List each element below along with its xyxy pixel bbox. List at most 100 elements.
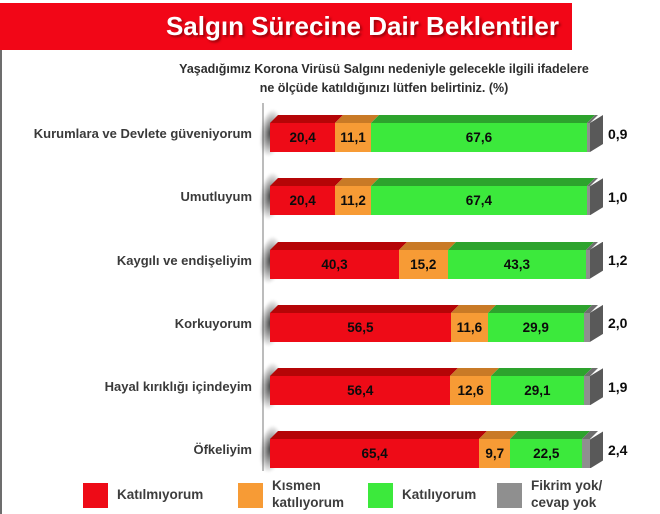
subtitle-line-2: ne ölçüde katıldığınızı lütfen belirtini… (259, 81, 509, 96)
segment-disagree: 65,4 (270, 439, 480, 469)
legend-label-line: Katılmıyorum (117, 486, 204, 502)
legend-label: Katılmıyorum (117, 487, 203, 504)
bar-body: 40,3 15,2 43,3 (270, 249, 590, 279)
chart-row: Korkuyorum 56,5 11,6 29,9 2,0 (0, 290, 660, 353)
chart-legend: Katılmıyorum Kısmen katılıyorum Katılıyo… (0, 478, 660, 514)
legend-swatch-orange (238, 482, 263, 508)
legend-label: Fikrim yok/ cevap yok (531, 478, 602, 512)
bar-end-cap (590, 431, 603, 469)
legend-swatch-gray (497, 482, 522, 508)
bevel-segment-green (490, 368, 592, 377)
bar-end-cap (590, 115, 603, 152)
legend-label-line: Fikrim yok/ (531, 478, 603, 494)
segment-agree: 43,3 (447, 249, 587, 279)
segment-value: 9,7 (485, 446, 505, 462)
segment-value: 15,2 (410, 256, 437, 272)
chart-row: Hayal kırıklığı içindeyim 56,4 12,6 29,1… (0, 353, 660, 416)
segment-agree: 22,5 (510, 439, 583, 469)
bar-body: 56,5 11,6 29,9 (270, 312, 590, 342)
page-title: Salgın Sürecine Dair Beklentiler (165, 11, 559, 41)
segment-value: 11,6 (456, 319, 483, 335)
legend-item-partly-agree: Kısmen katılıyorum (238, 478, 344, 512)
segment-value: 67,4 (465, 193, 493, 209)
bar-top-bevel (270, 178, 598, 187)
chart-row: Umutluyum 20,4 11,2 67,4 1,0 (0, 163, 660, 226)
segment-value: 29,1 (524, 383, 551, 399)
category-label: Hayal kırıklığı içindeyim (104, 379, 252, 395)
segment-agree: 67,6 (370, 123, 588, 152)
bar-top-bevel (270, 431, 598, 440)
segment-no-opinion (583, 312, 590, 342)
segment-agree: 29,9 (487, 312, 584, 342)
bar-end-cap (590, 304, 603, 342)
segment-disagree: 20,4 (270, 123, 336, 152)
segment-no-opinion (586, 249, 590, 279)
segment-value: 40,3 (321, 256, 348, 272)
segment-disagree: 20,4 (270, 186, 336, 216)
no-opinion-value: 0,9 (608, 125, 628, 142)
segment-partly-agree: 11,1 (335, 123, 371, 152)
subtitle-line-1: Yaşadığımız Korona Virüsü Salgını nedeni… (179, 62, 589, 76)
bar-top-bevel (270, 115, 598, 123)
legend-label: Kısmen katılıyorum (272, 478, 344, 512)
no-opinion-value: 1,2 (608, 252, 628, 269)
bar-body: 20,4 11,1 67,6 (270, 123, 590, 152)
segment-disagree: 56,5 (270, 312, 451, 342)
bevel-segment-orange (398, 241, 456, 250)
segment-value: 11,1 (340, 130, 366, 145)
bar-end-cap (590, 178, 603, 216)
segment-value: 65,4 (361, 446, 388, 462)
chart-row: Kurumlara ve Devlete güveniyorum 20,4 11… (0, 100, 660, 163)
legend-item-agree: Katılıyorum (368, 478, 476, 512)
category-label: Kaygılı ve endişeliyim (116, 252, 252, 268)
segment-value: 22,5 (533, 446, 560, 462)
segment-no-opinion (583, 376, 590, 406)
legend-swatch-green (368, 482, 393, 508)
category-label: Umutluyum (180, 189, 253, 205)
bar-body: 65,4 9,7 22,5 (270, 439, 590, 469)
segment-value: 56,4 (347, 383, 374, 399)
title-banner: Salgın Sürecine Dair Beklentiler (0, 3, 572, 50)
segment-agree: 29,1 (490, 376, 584, 406)
bevel-segment-green (370, 115, 596, 123)
chart-row: Kaygılı ve endişeliyim 40,3 15,2 43,3 1,… (0, 227, 660, 290)
legend-label: Katılıyorum (402, 487, 476, 504)
segment-partly-agree: 11,6 (450, 312, 488, 342)
bevel-segment-red (270, 368, 459, 377)
segment-value: 29,9 (522, 319, 549, 335)
page-left-border (0, 49, 2, 514)
legend-item-no-opinion: Fikrim yok/ cevap yok (497, 478, 602, 512)
segment-partly-agree: 11,2 (335, 186, 372, 216)
segment-partly-agree: 15,2 (398, 249, 448, 279)
legend-label-line: katılıyorum (272, 495, 345, 510)
category-label: Kurumlara ve Devlete güveniyorum (33, 126, 252, 141)
category-label: Korkuyorum (174, 315, 252, 331)
segment-agree: 67,4 (371, 186, 587, 216)
bevel-segment-green (487, 304, 592, 313)
segment-no-opinion (587, 123, 590, 152)
bar-end-cap (590, 368, 603, 406)
legend-label-line: cevap yok (531, 495, 597, 510)
segment-disagree: 56,4 (270, 376, 451, 406)
bevel-segment-red (270, 304, 459, 313)
segment-value: 56,5 (347, 319, 374, 335)
segment-value: 20,4 (289, 193, 316, 209)
no-opinion-value: 1,0 (608, 188, 628, 205)
bevel-segment-red (270, 241, 407, 250)
chart-subtitle: Yaşadığımız Korona Virüsü Salgını nedeni… (104, 60, 660, 99)
bar-top-bevel (270, 368, 598, 377)
segment-partly-agree: 12,6 (450, 376, 491, 406)
bar-body: 20,4 11,2 67,4 (270, 186, 590, 216)
segment-value: 11,2 (340, 193, 366, 209)
segment-no-opinion (586, 186, 590, 216)
segment-value: 43,3 (503, 256, 530, 272)
segment-value: 67,6 (465, 130, 493, 145)
bar-top-bevel (270, 304, 598, 313)
no-opinion-value: 2,0 (608, 315, 628, 332)
bar-top-bevel (270, 241, 598, 250)
category-label: Öfkeliyim (193, 442, 252, 458)
bevel-segment-green (447, 241, 595, 250)
bevel-segment-red (270, 178, 344, 187)
segment-partly-agree: 9,7 (479, 439, 511, 469)
legend-label-line: Katılıyorum (402, 486, 477, 502)
